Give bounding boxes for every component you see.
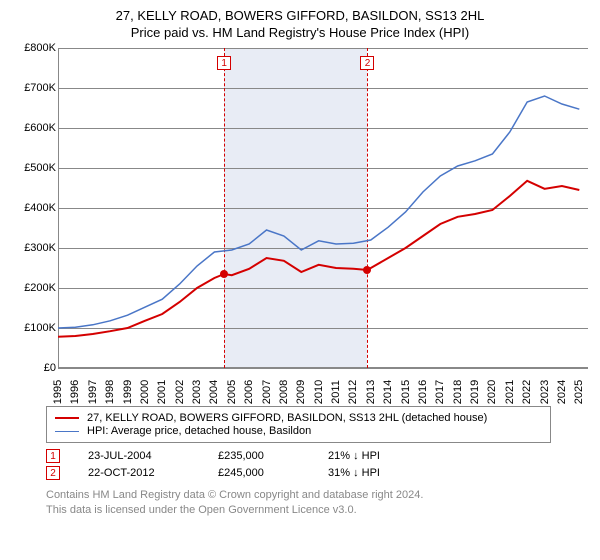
x-tick-label: 1998 xyxy=(104,380,116,404)
footnote: Contains HM Land Registry data © Crown c… xyxy=(46,488,592,518)
gridline xyxy=(58,368,588,369)
legend-label: HPI: Average price, detached house, Basi… xyxy=(87,425,311,437)
x-tick-label: 2013 xyxy=(365,380,377,404)
page-subtitle: Price paid vs. HM Land Registry's House … xyxy=(8,25,592,40)
x-tick-label: 2003 xyxy=(191,380,203,404)
x-tick-label: 2022 xyxy=(521,380,533,404)
x-tick-label: 2024 xyxy=(556,380,568,404)
legend-swatch xyxy=(55,431,79,432)
x-tick-label: 2008 xyxy=(278,380,290,404)
x-tick-label: 1997 xyxy=(87,380,99,404)
x-tick-label: 2017 xyxy=(434,380,446,404)
series-hpi xyxy=(58,96,579,328)
x-tick-label: 2012 xyxy=(347,380,359,404)
transaction-price: £245,000 xyxy=(218,467,328,479)
y-tick-label: £500K xyxy=(24,162,56,174)
transaction-delta: 31% ↓ HPI xyxy=(328,467,458,479)
y-tick-label: £100K xyxy=(24,322,56,334)
legend-swatch xyxy=(55,417,79,419)
x-tick-label: 2005 xyxy=(226,380,238,404)
marker-badge: 2 xyxy=(46,466,60,480)
table-row: 2 22-OCT-2012 £245,000 31% ↓ HPI xyxy=(46,466,546,480)
table-row: 1 23-JUL-2004 £235,000 21% ↓ HPI xyxy=(46,449,546,463)
x-tick-label: 2020 xyxy=(486,380,498,404)
price-chart: 12 £0£100K£200K£300K£400K£500K£600K£700K… xyxy=(8,44,592,404)
x-tick-label: 2006 xyxy=(243,380,255,404)
x-tick-label: 2010 xyxy=(313,380,325,404)
x-tick-label: 2001 xyxy=(156,380,168,404)
y-tick-label: £300K xyxy=(24,242,56,254)
y-tick-label: £200K xyxy=(24,282,56,294)
y-tick-label: £600K xyxy=(24,122,56,134)
x-tick-label: 2016 xyxy=(417,380,429,404)
x-tick-label: 1999 xyxy=(122,380,134,404)
transactions-table: 1 23-JUL-2004 £235,000 21% ↓ HPI 2 22-OC… xyxy=(46,449,546,480)
x-tick-label: 2014 xyxy=(382,380,394,404)
transaction-date: 23-JUL-2004 xyxy=(88,450,218,462)
x-tick-label: 1996 xyxy=(69,380,81,404)
x-tick-label: 2000 xyxy=(139,380,151,404)
x-tick-label: 2021 xyxy=(504,380,516,404)
x-tick-label: 2011 xyxy=(330,380,342,404)
footnote-line: Contains HM Land Registry data © Crown c… xyxy=(46,488,592,503)
x-tick-label: 2023 xyxy=(539,380,551,404)
legend-item-hpi: HPI: Average price, detached house, Basi… xyxy=(55,425,542,437)
page-title: 27, KELLY ROAD, BOWERS GIFFORD, BASILDON… xyxy=(8,8,592,23)
x-tick-label: 2004 xyxy=(208,380,220,404)
y-tick-label: £400K xyxy=(24,202,56,214)
series-svg xyxy=(58,48,588,368)
footnote-line: This data is licensed under the Open Gov… xyxy=(46,503,592,518)
x-tick-label: 1995 xyxy=(52,380,64,404)
series-property xyxy=(58,181,579,337)
transaction-delta: 21% ↓ HPI xyxy=(328,450,458,462)
x-tick-label: 2025 xyxy=(573,380,585,404)
legend-label: 27, KELLY ROAD, BOWERS GIFFORD, BASILDON… xyxy=(87,412,487,424)
legend: 27, KELLY ROAD, BOWERS GIFFORD, BASILDON… xyxy=(46,406,551,443)
y-tick-label: £0 xyxy=(44,362,56,374)
legend-item-property: 27, KELLY ROAD, BOWERS GIFFORD, BASILDON… xyxy=(55,412,542,424)
y-tick-label: £800K xyxy=(24,42,56,54)
x-tick-label: 2007 xyxy=(261,380,273,404)
marker-badge: 1 xyxy=(46,449,60,463)
y-tick-label: £700K xyxy=(24,82,56,94)
x-tick-label: 2009 xyxy=(295,380,307,404)
transaction-price: £235,000 xyxy=(218,450,328,462)
x-tick-label: 2018 xyxy=(452,380,464,404)
x-tick-label: 2015 xyxy=(400,380,412,404)
transaction-date: 22-OCT-2012 xyxy=(88,467,218,479)
x-tick-label: 2019 xyxy=(469,380,481,404)
title-block: 27, KELLY ROAD, BOWERS GIFFORD, BASILDON… xyxy=(8,8,592,40)
x-tick-label: 2002 xyxy=(174,380,186,404)
